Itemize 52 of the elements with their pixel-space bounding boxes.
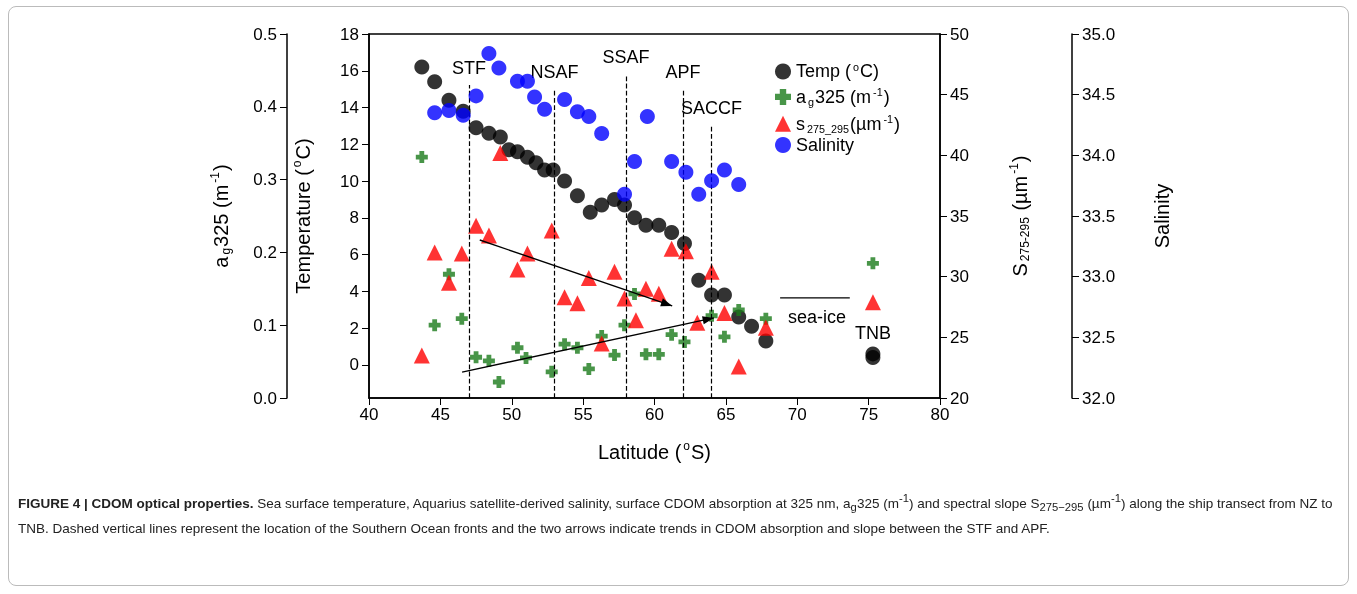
ref-line-label: APF xyxy=(665,61,701,82)
y3-tick-label: 0.5 xyxy=(253,24,277,44)
legend-label: Salinity xyxy=(796,135,855,155)
y2-tick-label: 35 xyxy=(950,206,969,226)
ref-line-label: STF xyxy=(451,57,486,78)
x-tick-label: 55 xyxy=(573,405,593,424)
annotation: sea-ice xyxy=(787,306,846,327)
y2-axis-title: S275-295 (µm-1) xyxy=(1007,155,1032,277)
y-tick-label: 18 xyxy=(340,24,359,44)
x-tick-label: 40 xyxy=(359,405,379,424)
y-tick-label: 32.0 xyxy=(1082,388,1116,408)
y-tick-label: 32.5 xyxy=(1082,327,1116,347)
x-tick-label: 60 xyxy=(645,405,664,424)
y-tick-label: 34.0 xyxy=(1082,145,1116,165)
y3-tick-label: 0.3 xyxy=(253,170,277,190)
y2-tick-label: 50 xyxy=(950,24,969,44)
x-tick-label: 50 xyxy=(502,405,522,424)
y2-tick-label: 40 xyxy=(950,145,969,165)
x-tick-label: 45 xyxy=(430,405,450,424)
y-tick-label: 35.0 xyxy=(1082,24,1116,44)
y-tick-label: 14 xyxy=(340,98,359,118)
y2-tick-label: 45 xyxy=(950,85,969,105)
y-tick-label: 33.5 xyxy=(1082,206,1116,226)
x-tick-label: 65 xyxy=(716,405,736,424)
annotation: TNB xyxy=(854,322,891,343)
y-tick-label: 12 xyxy=(340,134,359,154)
y-tick-label: 0 xyxy=(349,355,359,375)
y-tick-label: 10 xyxy=(340,171,359,191)
x-tick-label: 75 xyxy=(859,405,879,424)
ref-line-label: NSAF xyxy=(530,61,579,82)
y2-tick-label: 20 xyxy=(950,388,969,408)
x-tick-label: 80 xyxy=(930,405,950,424)
ref-line-label: SSAF xyxy=(602,47,650,68)
text: FIGURE 4 | CDOM optical properties. xyxy=(18,495,254,511)
y-tick-label: 6 xyxy=(349,245,359,265)
y-tick-label: 8 xyxy=(349,208,359,228)
y-axis-title: Temperature (oC) xyxy=(290,138,314,294)
y3-tick-label: 0.2 xyxy=(253,242,277,262)
y2-tick-label: 25 xyxy=(950,327,969,347)
y3-tick-label: 0.0 xyxy=(253,388,277,408)
y3-tick-label: 0.4 xyxy=(253,97,277,117)
ref-line-label: SACCF xyxy=(681,98,743,118)
y3-tick-label: 0.1 xyxy=(253,315,277,335)
x-tick-label: 70 xyxy=(787,405,807,424)
y-tick-label: 34.5 xyxy=(1082,85,1116,105)
y3-axis-title: ag325 (m-1) xyxy=(208,164,233,268)
y-tick-label: 33.0 xyxy=(1082,267,1116,287)
y-tick-label: 16 xyxy=(340,61,359,81)
y-axis-title: Salinity xyxy=(1151,183,1173,249)
y-tick-label: 2 xyxy=(349,318,359,338)
y-tick-label: 4 xyxy=(349,281,359,301)
y2-tick-label: 30 xyxy=(950,267,969,287)
